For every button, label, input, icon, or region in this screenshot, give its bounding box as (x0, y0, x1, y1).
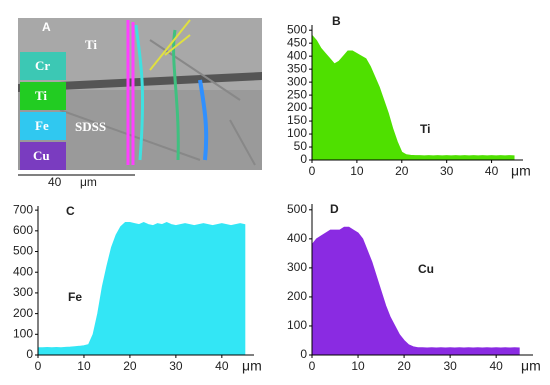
panel-label: D (330, 202, 339, 216)
panel-label: B (332, 14, 341, 28)
phase-label: Ti (85, 37, 97, 52)
sem-interface (18, 72, 262, 92)
y-tick-label: 50 (294, 139, 308, 153)
area (37, 222, 246, 356)
legend-swatch (20, 52, 66, 80)
y-tick-label: 200 (287, 289, 307, 303)
x-tick-label: 30 (169, 359, 183, 373)
x-tick-label: 10 (351, 359, 365, 373)
legend-label: Cr (35, 58, 50, 73)
scan-line (134, 24, 145, 161)
x-tick-label: 0 (309, 359, 316, 373)
y-tick-label: 300 (287, 74, 307, 88)
series-label: Cu (418, 262, 434, 276)
legend-label: Fe (35, 118, 49, 133)
y-tick-label: 150 (287, 113, 307, 127)
y-tick-label: 100 (287, 126, 307, 140)
x-tick-label: 10 (77, 359, 91, 373)
y-tick-label: 400 (13, 264, 33, 278)
x-tick-label: 20 (397, 359, 411, 373)
x-tick-label: 20 (395, 164, 409, 178)
scan-line (126, 20, 135, 165)
y-tick-label: 500 (13, 244, 33, 258)
y-tick-label: 300 (287, 260, 307, 274)
area (311, 226, 520, 356)
legend-swatch (20, 82, 66, 110)
x-tick-label: 30 (443, 359, 457, 373)
sem-image: Cr Ti Fe Cu A Ti SDSS 40 μm (18, 18, 262, 189)
x-tick-label: 40 (489, 359, 503, 373)
legend-label: Cu (33, 148, 50, 163)
area (311, 34, 515, 161)
x-tick-label: 30 (440, 164, 454, 178)
series-label: Ti (420, 122, 430, 136)
x-tick-label: 0 (309, 164, 316, 178)
x-tick-label: 10 (350, 164, 364, 178)
y-tick-label: 0 (300, 347, 307, 361)
y-tick-label: 0 (26, 347, 33, 361)
x-tick-label: 0 (35, 359, 42, 373)
x-axis-label: μm (521, 358, 541, 374)
y-tick-label: 200 (13, 306, 33, 320)
x-tick-label: 20 (123, 359, 137, 373)
y-tick-label: 400 (287, 231, 307, 245)
legend-label: Ti (35, 88, 47, 103)
x-axis-label: μm (511, 163, 531, 179)
panel-label: C (66, 204, 75, 218)
legend-swatch (20, 112, 66, 140)
scale-unit: μm (80, 175, 97, 189)
x-axis-label: μm (242, 358, 262, 374)
y-tick-label: 400 (287, 48, 307, 62)
series-label: Fe (68, 290, 82, 304)
y-tick-label: 700 (13, 202, 33, 216)
y-tick-label: 500 (287, 22, 307, 36)
y-tick-label: 0 (300, 152, 307, 166)
y-tick-label: 250 (287, 87, 307, 101)
y-tick-label: 350 (287, 61, 307, 75)
scale-value: 40 (48, 175, 62, 189)
y-tick-label: 500 (287, 202, 307, 216)
y-tick-label: 100 (287, 318, 307, 332)
y-tick-label: 100 (13, 326, 33, 340)
y-tick-label: 450 (287, 35, 307, 49)
x-tick-label: 40 (485, 164, 499, 178)
y-tick-label: 600 (13, 223, 33, 237)
y-tick-label: 200 (287, 100, 307, 114)
scan-line (198, 79, 209, 161)
y-tick-label: 300 (13, 285, 33, 299)
scan-line (149, 19, 191, 71)
panel-label: A (42, 20, 51, 34)
x-tick-label: 40 (215, 359, 229, 373)
phase-label: SDSS (75, 119, 106, 134)
legend-swatch (20, 142, 66, 170)
